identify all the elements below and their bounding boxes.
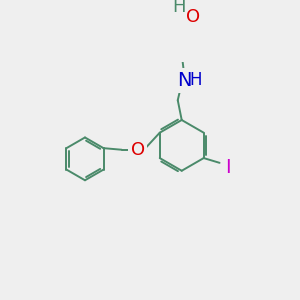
Text: N: N [177, 71, 191, 90]
Text: H: H [172, 0, 185, 16]
Text: I: I [226, 158, 231, 177]
Text: H: H [189, 70, 201, 88]
Text: O: O [130, 141, 145, 159]
Text: O: O [186, 8, 200, 26]
